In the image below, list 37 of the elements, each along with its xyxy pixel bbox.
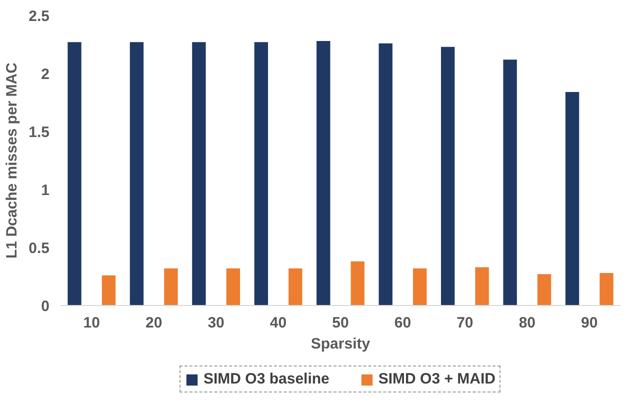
x-tick-label: 90 [581, 314, 598, 332]
x-tick-label: 70 [456, 314, 474, 332]
bar [254, 42, 268, 306]
x-tick-label: 30 [208, 314, 224, 332]
y-axis-title: L1 Dcache misses per MAC [4, 62, 21, 258]
bar [288, 268, 302, 306]
y-tick-label: 1 [41, 182, 50, 199]
x-tick-label: 40 [270, 314, 287, 332]
x-tick-label: 50 [332, 314, 349, 332]
x-tick-label: 10 [83, 314, 100, 332]
bar [565, 92, 580, 306]
x-tick-label: 60 [394, 314, 412, 332]
bar [102, 275, 116, 306]
bar [378, 43, 392, 306]
bar [440, 46, 455, 306]
bar [503, 60, 517, 306]
y-tick-label: 0.5 [28, 240, 50, 257]
bar [316, 41, 330, 306]
x-tick-label: 20 [145, 314, 162, 332]
y-tick-label: 0 [41, 298, 50, 315]
x-tick-label: 80 [518, 314, 536, 332]
legend-label: SIMD O3 baseline [204, 370, 330, 388]
bar [226, 268, 240, 306]
y-tick-label: 2.5 [28, 8, 50, 25]
bar [68, 42, 82, 306]
legend-label: SIMD O3 + MAID [378, 370, 496, 388]
bar [537, 274, 552, 306]
bar [600, 273, 614, 306]
y-tick-label: 1.5 [28, 124, 50, 141]
bar [412, 268, 427, 306]
bar [350, 261, 364, 306]
bar [192, 42, 206, 306]
y-tick-label: 2 [41, 66, 50, 83]
x-axis-title: Sparsity [310, 336, 371, 352]
bar [130, 42, 144, 306]
bar [164, 268, 178, 306]
bar [475, 267, 489, 306]
